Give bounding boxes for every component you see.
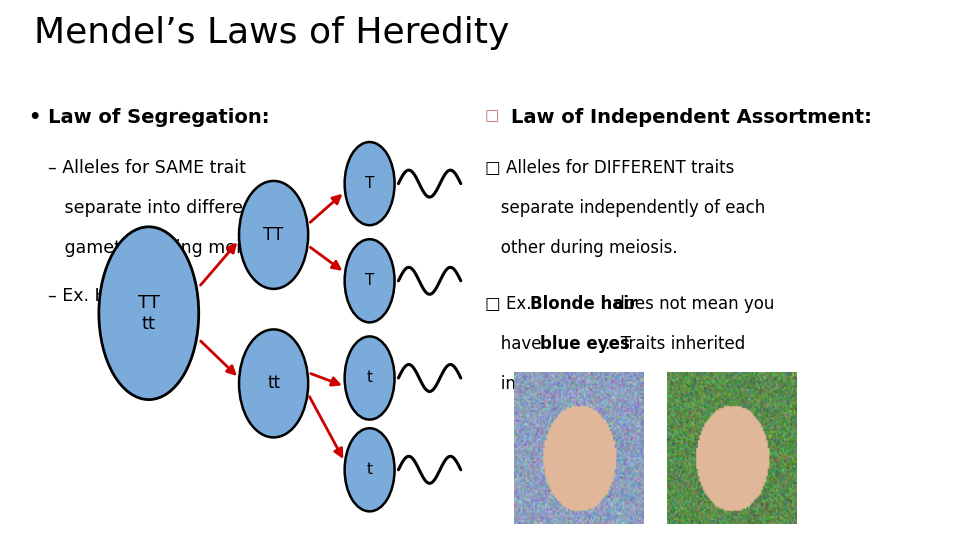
Ellipse shape: [99, 227, 199, 400]
Ellipse shape: [239, 181, 308, 289]
Text: blue eyes: blue eyes: [540, 335, 630, 353]
Text: Mendel’s Laws of Heredity: Mendel’s Laws of Heredity: [34, 16, 509, 50]
Text: tt: tt: [267, 374, 280, 393]
Text: – Ex. Height: – Ex. Height: [48, 287, 153, 305]
Ellipse shape: [345, 142, 395, 225]
Ellipse shape: [239, 329, 308, 437]
Text: separate into different: separate into different: [48, 199, 261, 217]
Text: TT: TT: [263, 226, 284, 244]
Text: does not mean you: does not mean you: [609, 295, 774, 313]
Text: t: t: [367, 370, 372, 386]
Text: independently.: independently.: [485, 375, 623, 393]
Text: T: T: [365, 176, 374, 191]
Text: Blonde hair: Blonde hair: [530, 295, 637, 313]
Text: – Alleles for SAME trait: – Alleles for SAME trait: [48, 159, 246, 177]
Text: gametes during meiosis.: gametes during meiosis.: [48, 239, 280, 257]
Text: TT
tt: TT tt: [138, 294, 159, 333]
Text: have: have: [485, 335, 546, 353]
Ellipse shape: [345, 428, 395, 511]
Text: Law of Independent Assortment:: Law of Independent Assortment:: [511, 108, 872, 127]
Text: □: □: [485, 108, 499, 123]
Text: separate independently of each: separate independently of each: [485, 199, 765, 217]
Text: T: T: [365, 273, 374, 288]
Ellipse shape: [345, 336, 395, 420]
Text: □ Alleles for DIFFERENT traits: □ Alleles for DIFFERENT traits: [485, 159, 734, 177]
Text: .  Traits inherited: . Traits inherited: [605, 335, 745, 353]
Text: • Law of Segregation:: • Law of Segregation:: [29, 108, 270, 127]
Ellipse shape: [345, 239, 395, 322]
Text: t: t: [367, 462, 372, 477]
Text: other during meiosis.: other during meiosis.: [485, 239, 678, 257]
Text: □ Ex.: □ Ex.: [485, 295, 537, 313]
